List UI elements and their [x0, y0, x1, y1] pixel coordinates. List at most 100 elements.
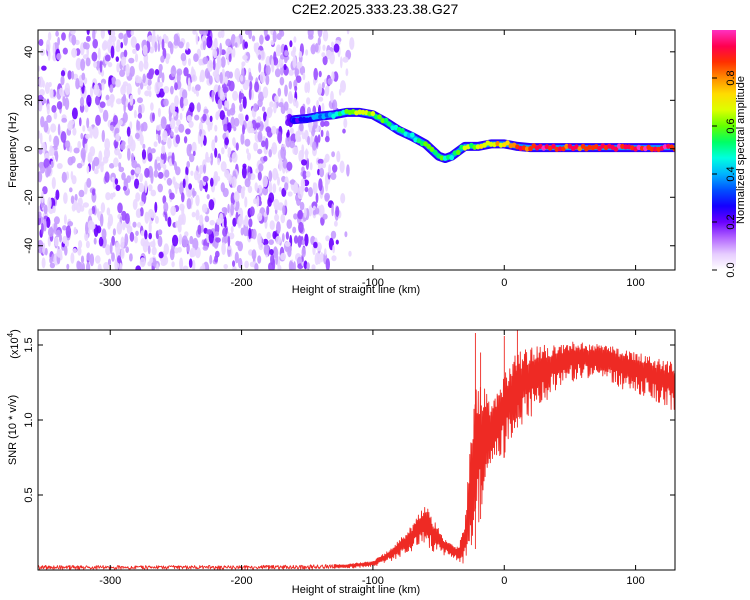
noise-dot	[115, 98, 122, 105]
noise-dot	[276, 221, 281, 235]
noise-dot	[348, 250, 352, 257]
noise-dot	[305, 171, 311, 178]
signal-point	[613, 146, 619, 152]
noise-dot	[61, 117, 68, 123]
noise-dot	[126, 83, 132, 96]
noise-dot	[166, 177, 173, 186]
noise-dot	[191, 211, 196, 218]
noise-dot	[263, 111, 267, 122]
noise-dot	[132, 199, 138, 210]
noise-dot	[193, 53, 199, 62]
noise-dot	[138, 104, 142, 116]
noise-dot	[292, 97, 297, 107]
noise-dot	[71, 70, 75, 80]
noise-dot	[93, 237, 97, 245]
signal-point	[623, 144, 628, 150]
noise-dot	[73, 147, 80, 154]
noise-dot	[106, 207, 111, 216]
noise-dot	[169, 42, 174, 55]
y-tick-label: 40	[23, 46, 35, 58]
noise-dot	[84, 104, 89, 113]
noise-dot	[89, 125, 93, 139]
noise-dot	[268, 170, 273, 182]
noise-dot	[322, 44, 326, 51]
colorbar-tick-label: 0.0	[725, 262, 737, 277]
noise-dot	[332, 164, 338, 173]
noise-dot	[179, 203, 185, 211]
noise-dot	[259, 34, 264, 45]
noise-dot	[340, 56, 343, 69]
noise-dot	[304, 233, 309, 247]
noise-dot	[70, 252, 75, 264]
noise-dot	[248, 218, 253, 228]
noise-dot	[46, 114, 52, 123]
noise-dot	[154, 201, 158, 213]
noise-dot	[95, 114, 101, 126]
noise-dot	[80, 132, 84, 140]
noise-dot	[213, 37, 218, 50]
noise-dot	[185, 166, 189, 176]
noise-dot	[226, 100, 230, 110]
noise-dot	[202, 113, 207, 122]
noise-dot	[317, 168, 321, 176]
noise-dot	[289, 261, 295, 270]
noise-dot	[48, 134, 52, 142]
signal-point	[373, 114, 379, 120]
noise-dot	[247, 172, 251, 182]
noise-dot	[72, 127, 77, 136]
noise-dot	[107, 258, 112, 266]
noise-dot	[179, 112, 183, 121]
noise-dot	[63, 214, 67, 225]
noise-dot	[280, 213, 286, 224]
noise-dot	[146, 85, 152, 91]
noise-dot	[172, 111, 177, 117]
noise-dot	[75, 78, 80, 90]
noise-dot	[220, 161, 227, 172]
noise-dot	[179, 182, 184, 195]
noise-dot	[301, 239, 305, 246]
noise-dot	[325, 258, 330, 270]
noise-dot	[122, 81, 128, 87]
noise-dot	[267, 107, 273, 114]
noise-dot	[77, 140, 82, 149]
noise-dot	[248, 30, 252, 40]
noise-dot	[147, 245, 151, 255]
noise-dot	[124, 213, 130, 225]
signal-point	[488, 141, 494, 147]
noise-dot	[234, 251, 239, 264]
noise-dot	[129, 253, 133, 262]
noise-dot	[114, 178, 119, 185]
noise-dot	[89, 223, 96, 230]
noise-dot	[60, 70, 66, 77]
noise-dot	[55, 189, 60, 201]
noise-dot	[153, 169, 159, 178]
noise-dot	[90, 86, 93, 98]
noise-dot	[81, 72, 86, 81]
signal-point	[528, 146, 533, 152]
noise-dot	[50, 147, 55, 157]
noise-dot	[128, 57, 135, 64]
noise-dot	[220, 30, 225, 39]
noise-dot	[144, 90, 150, 97]
noise-dot	[64, 245, 68, 256]
noise-dot	[38, 148, 43, 155]
noise-dot	[178, 41, 184, 49]
noise-dot	[268, 192, 275, 203]
noise-dot	[336, 150, 341, 163]
x-tick-label: 100	[626, 277, 644, 289]
noise-speckle	[38, 30, 355, 270]
noise-dot	[268, 149, 273, 158]
noise-dot	[281, 187, 287, 197]
snr-x-label: Height of straight line (km)	[292, 584, 420, 596]
noise-dot	[209, 254, 213, 265]
noise-dot	[172, 65, 176, 72]
noise-dot	[157, 107, 161, 118]
noise-dot	[211, 139, 216, 152]
noise-dot	[315, 192, 319, 204]
noise-dot	[214, 147, 218, 158]
noise-dot	[280, 252, 287, 261]
noise-dot	[269, 101, 274, 108]
noise-dot	[85, 221, 89, 235]
noise-dot	[287, 247, 292, 258]
noise-dot	[254, 263, 259, 270]
